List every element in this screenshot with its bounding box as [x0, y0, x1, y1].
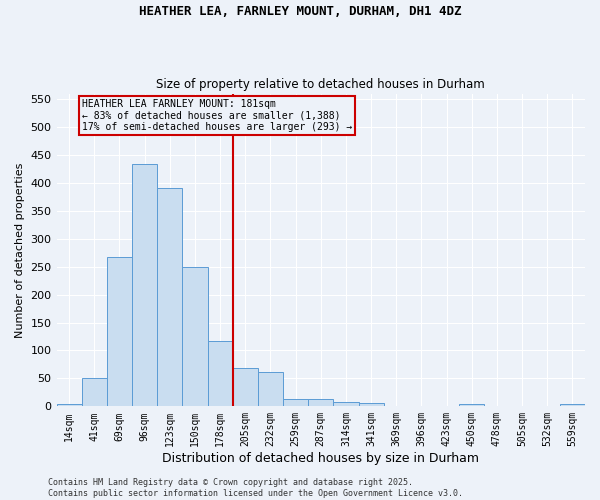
Bar: [560, 404, 585, 406]
Text: Contains HM Land Registry data © Crown copyright and database right 2025.
Contai: Contains HM Land Registry data © Crown c…: [48, 478, 463, 498]
Bar: [334, 402, 359, 406]
Bar: [56, 404, 82, 406]
Text: HEATHER LEA, FARNLEY MOUNT, DURHAM, DH1 4DZ: HEATHER LEA, FARNLEY MOUNT, DURHAM, DH1 …: [139, 5, 461, 18]
Text: HEATHER LEA FARNLEY MOUNT: 181sqm
← 83% of detached houses are smaller (1,388)
1: HEATHER LEA FARNLEY MOUNT: 181sqm ← 83% …: [82, 99, 352, 132]
Bar: [359, 403, 383, 406]
Bar: [283, 398, 308, 406]
Y-axis label: Number of detached properties: Number of detached properties: [15, 162, 25, 338]
Bar: [233, 368, 258, 406]
Bar: [459, 404, 484, 406]
Bar: [308, 398, 334, 406]
X-axis label: Distribution of detached houses by size in Durham: Distribution of detached houses by size …: [162, 452, 479, 465]
Bar: [208, 341, 233, 406]
Bar: [182, 266, 208, 406]
Bar: [82, 378, 107, 406]
Bar: [258, 372, 283, 406]
Bar: [157, 188, 182, 406]
Bar: [107, 257, 132, 406]
Title: Size of property relative to detached houses in Durham: Size of property relative to detached ho…: [157, 78, 485, 91]
Bar: [132, 164, 157, 406]
